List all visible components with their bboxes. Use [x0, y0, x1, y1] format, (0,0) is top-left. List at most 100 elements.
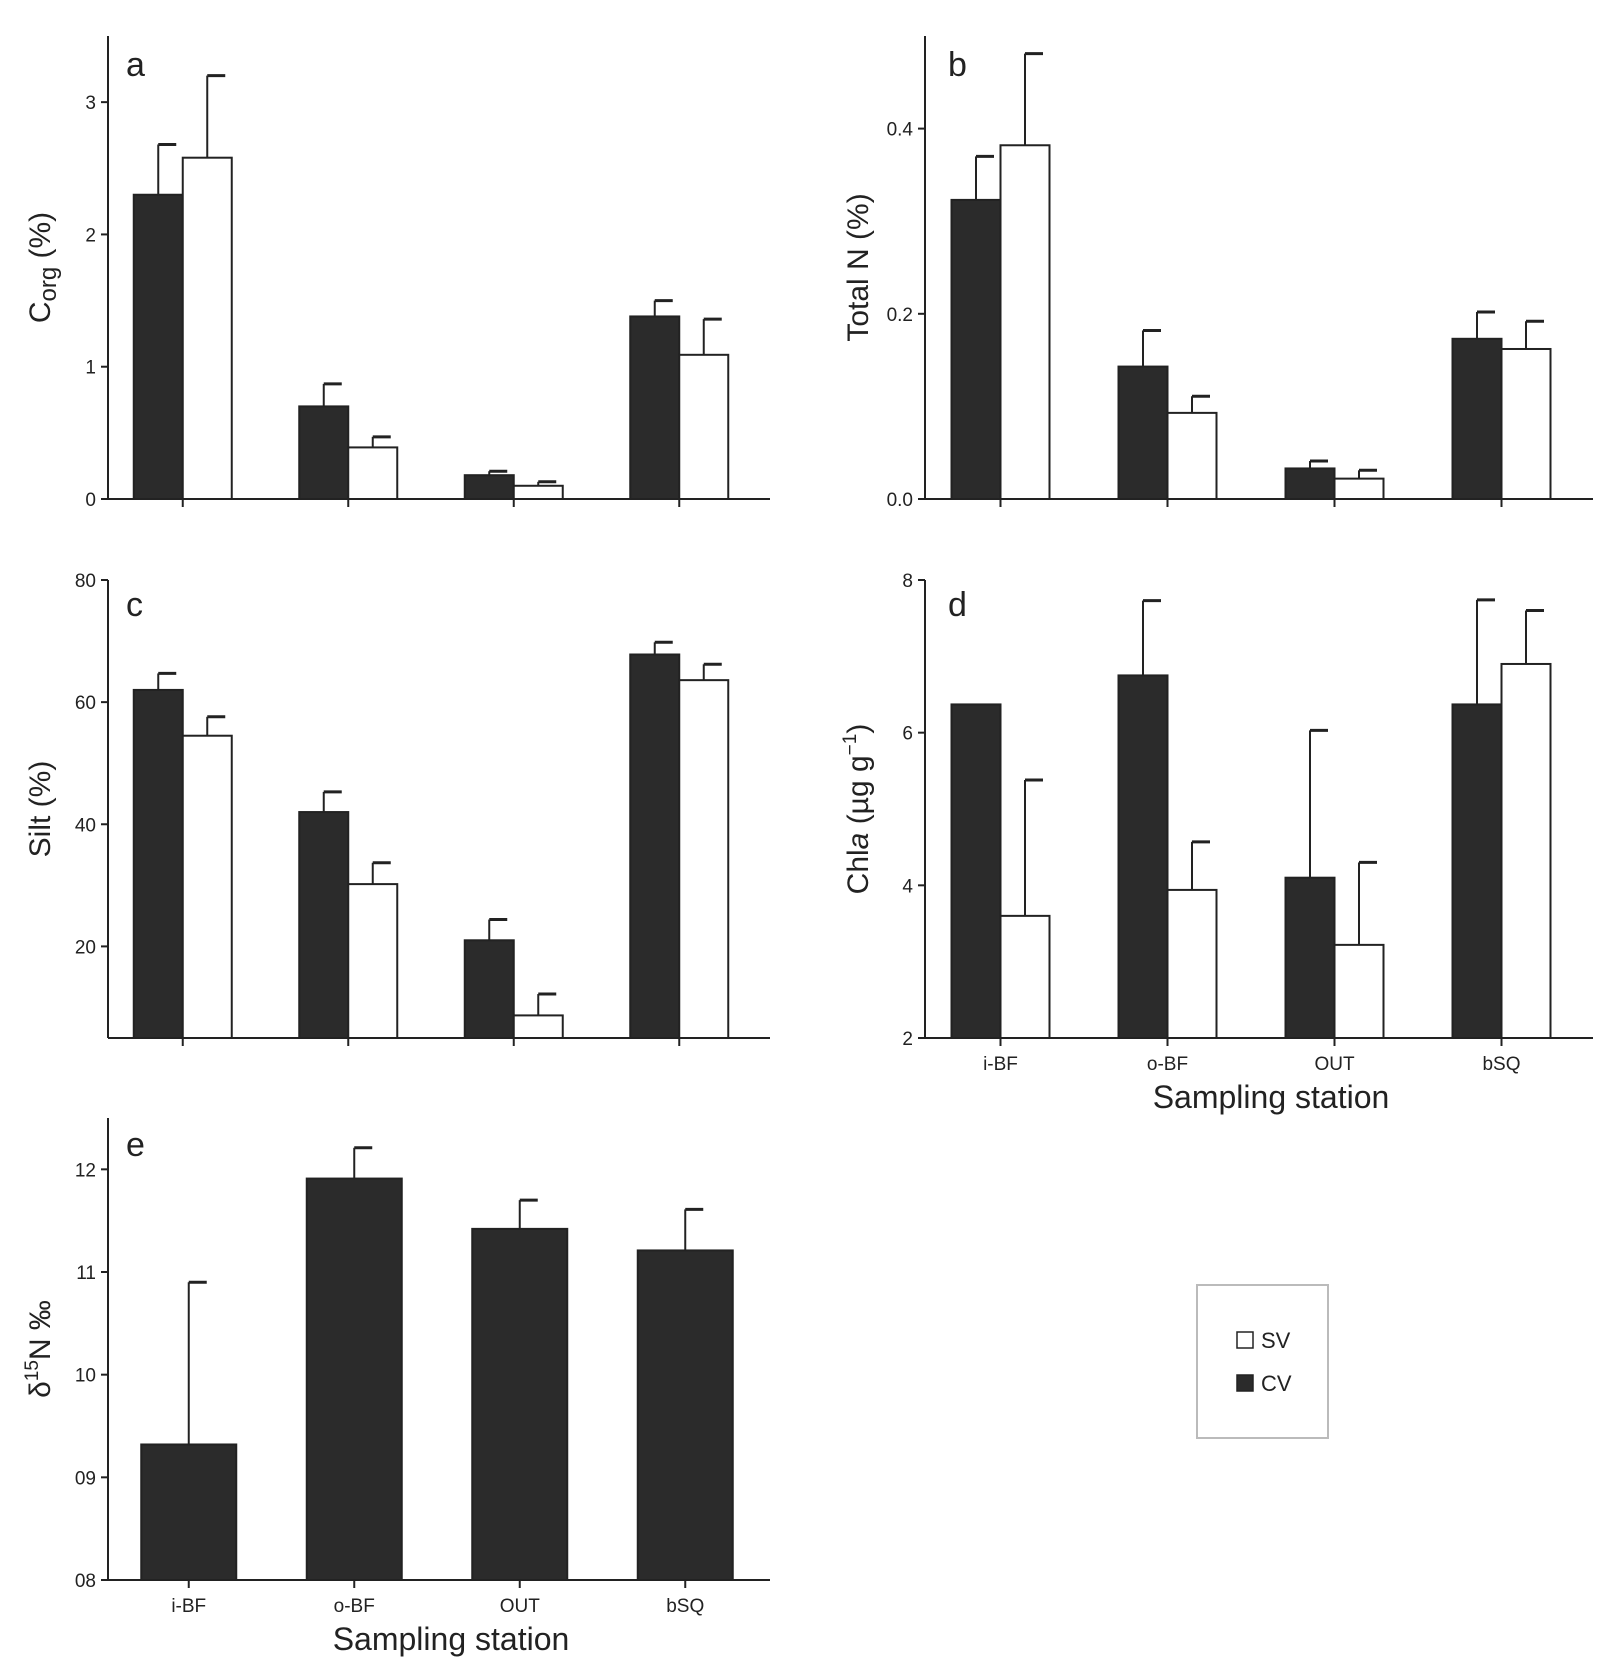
- legend-swatch-cv: [1236, 1374, 1254, 1392]
- bar-d-sv-i-BF: [999, 914, 1051, 1039]
- bar-c-cv-OUT: [463, 939, 515, 1039]
- ytick-label-e-0: 08: [75, 1571, 96, 1592]
- y-label-pre: Chl: [842, 849, 875, 894]
- bar-a-cv-OUT: [463, 474, 515, 500]
- legend-box: [1196, 1284, 1329, 1439]
- category-label-d-o-BF: o-BF: [1147, 1054, 1188, 1075]
- ytick-label-e-3: 11: [76, 1263, 96, 1284]
- y-label-post: (µg g: [842, 755, 875, 832]
- panel-e: 08 09 10 11 12 i-BF o-BF OUT bSQ e Sampling statio…: [22, 1118, 770, 1657]
- panel-letter-b: b: [948, 46, 967, 84]
- y-axis-label-c: Silt (%): [24, 761, 57, 858]
- y-axis-label-d: Chla (µg g−1): [840, 724, 875, 895]
- bar-c-sv-o-BF: [347, 883, 399, 1039]
- x-axis-label-d: Sampling station: [1153, 1079, 1390, 1115]
- bar-d-sv-OUT: [1333, 943, 1385, 1040]
- bar-c-cv-o-BF: [298, 811, 350, 1040]
- category-label-d-i-BF: i-BF: [983, 1054, 1018, 1075]
- ytick-label-d-1: 4: [902, 876, 913, 897]
- bar-c-cv-i-BF: [132, 688, 184, 1039]
- bar-b-sv-o-BF: [1166, 411, 1218, 500]
- panel-letter-a: a: [126, 46, 145, 84]
- y-label-end: ): [842, 724, 875, 734]
- bar-c-sv-OUT: [512, 1014, 564, 1040]
- bar-b-cv-OUT: [1284, 467, 1336, 500]
- ytick-label-c-0: 20: [75, 937, 96, 958]
- y-label-italic: a: [842, 833, 875, 850]
- ytick-label-e-1: 09: [75, 1468, 96, 1489]
- bar-a-cv-bSQ: [629, 315, 681, 500]
- ytick-label-d-2: 6: [902, 724, 913, 745]
- bar-a-sv-o-BF: [347, 446, 399, 500]
- bar-b-cv-bSQ: [1451, 337, 1503, 500]
- y-axis-label-e: δ15N ‰: [22, 1300, 57, 1398]
- ytick-label-a-3: 3: [85, 93, 96, 114]
- panel-letter-e: e: [126, 1126, 145, 1164]
- y-label-sub: org: [35, 267, 62, 302]
- y-label-sup: 15: [22, 1360, 43, 1381]
- bar-b-sv-OUT: [1333, 477, 1385, 500]
- bar-a-cv-o-BF: [298, 405, 350, 500]
- ytick-label-e-4: 12: [75, 1160, 96, 1181]
- bar-c-sv-bSQ: [678, 679, 730, 1040]
- panel-c: 20 40 60 80 c Silt (%): [24, 571, 770, 1046]
- ytick-label-d-0: 2: [902, 1029, 913, 1050]
- ytick-label-b-2: 0.4: [887, 120, 914, 141]
- category-label-e-o-BF: o-BF: [334, 1596, 375, 1617]
- panel-letter-d: d: [948, 586, 967, 624]
- bar-b-cv-i-BF: [950, 198, 1002, 500]
- y-label-tail: (%): [24, 212, 57, 267]
- bar-b-sv-i-BF: [999, 144, 1051, 500]
- ytick-label-b-1: 0.2: [887, 305, 913, 326]
- category-label-e-OUT: OUT: [500, 1596, 541, 1617]
- ytick-label-a-2: 2: [85, 225, 96, 246]
- bar-e-cv-bSQ: [636, 1249, 734, 1581]
- bar-d-sv-o-BF: [1166, 888, 1218, 1039]
- category-label-e-i-BF: i-BF: [171, 1596, 206, 1617]
- category-label-e-bSQ: bSQ: [666, 1596, 704, 1617]
- panel-b: 0.0 0.2 0.4 b Total N (%): [842, 36, 1593, 511]
- panel-letter-c: c: [126, 586, 143, 624]
- y-label-pre: δ: [24, 1381, 57, 1398]
- bar-b-sv-bSQ: [1500, 347, 1552, 500]
- bar-a-sv-bSQ: [678, 353, 730, 500]
- legend-label-cv: CV: [1261, 1371, 1292, 1396]
- category-label-d-OUT: OUT: [1314, 1054, 1355, 1075]
- bar-d-cv-bSQ: [1451, 703, 1503, 1039]
- y-axis-label-b: Total N (%): [842, 193, 875, 341]
- y-label-main: C: [24, 302, 57, 324]
- ytick-label-e-2: 10: [75, 1366, 96, 1387]
- y-label-post: N ‰: [24, 1300, 57, 1360]
- y-label-sup: −1: [840, 734, 861, 756]
- x-axis-label-e: Sampling station: [333, 1621, 570, 1657]
- ytick-label-c-2: 60: [75, 693, 96, 714]
- bar-d-cv-o-BF: [1117, 674, 1169, 1040]
- bar-a-sv-OUT: [512, 484, 564, 500]
- category-label-d-bSQ: bSQ: [1482, 1054, 1520, 1075]
- bar-d-cv-OUT: [1284, 876, 1336, 1040]
- ytick-label-c-3: 80: [75, 571, 96, 592]
- bar-a-cv-i-BF: [132, 193, 184, 500]
- bar-e-cv-o-BF: [305, 1177, 403, 1582]
- ytick-label-a-1: 1: [85, 358, 96, 379]
- ytick-label-d-3: 8: [902, 571, 913, 592]
- bar-e-cv-OUT: [471, 1227, 569, 1581]
- ytick-label-a-0: 0: [85, 490, 96, 511]
- bar-c-sv-i-BF: [181, 734, 233, 1039]
- bar-c-cv-bSQ: [629, 653, 681, 1039]
- panel-d: 2 4 6 8 i-BF o-BF OUT bSQ d Sampling station Chla …: [840, 571, 1593, 1115]
- ytick-label-b-0: 0.0: [887, 490, 913, 511]
- legend: SV CV: [1196, 1284, 1329, 1439]
- y-axis-label-a: Corg (%): [24, 212, 62, 323]
- panel-a: 0 1 2 3 a Corg (%): [24, 36, 770, 511]
- bar-d-cv-i-BF: [950, 703, 1002, 1039]
- bar-a-sv-i-BF: [181, 156, 233, 500]
- bar-e-cv-i-BF: [140, 1443, 238, 1581]
- ytick-label-c-1: 40: [75, 815, 96, 836]
- bar-b-cv-o-BF: [1117, 365, 1169, 500]
- legend-swatch-sv: [1236, 1331, 1254, 1349]
- bar-d-sv-bSQ: [1500, 662, 1552, 1039]
- legend-label-sv: SV: [1261, 1328, 1291, 1353]
